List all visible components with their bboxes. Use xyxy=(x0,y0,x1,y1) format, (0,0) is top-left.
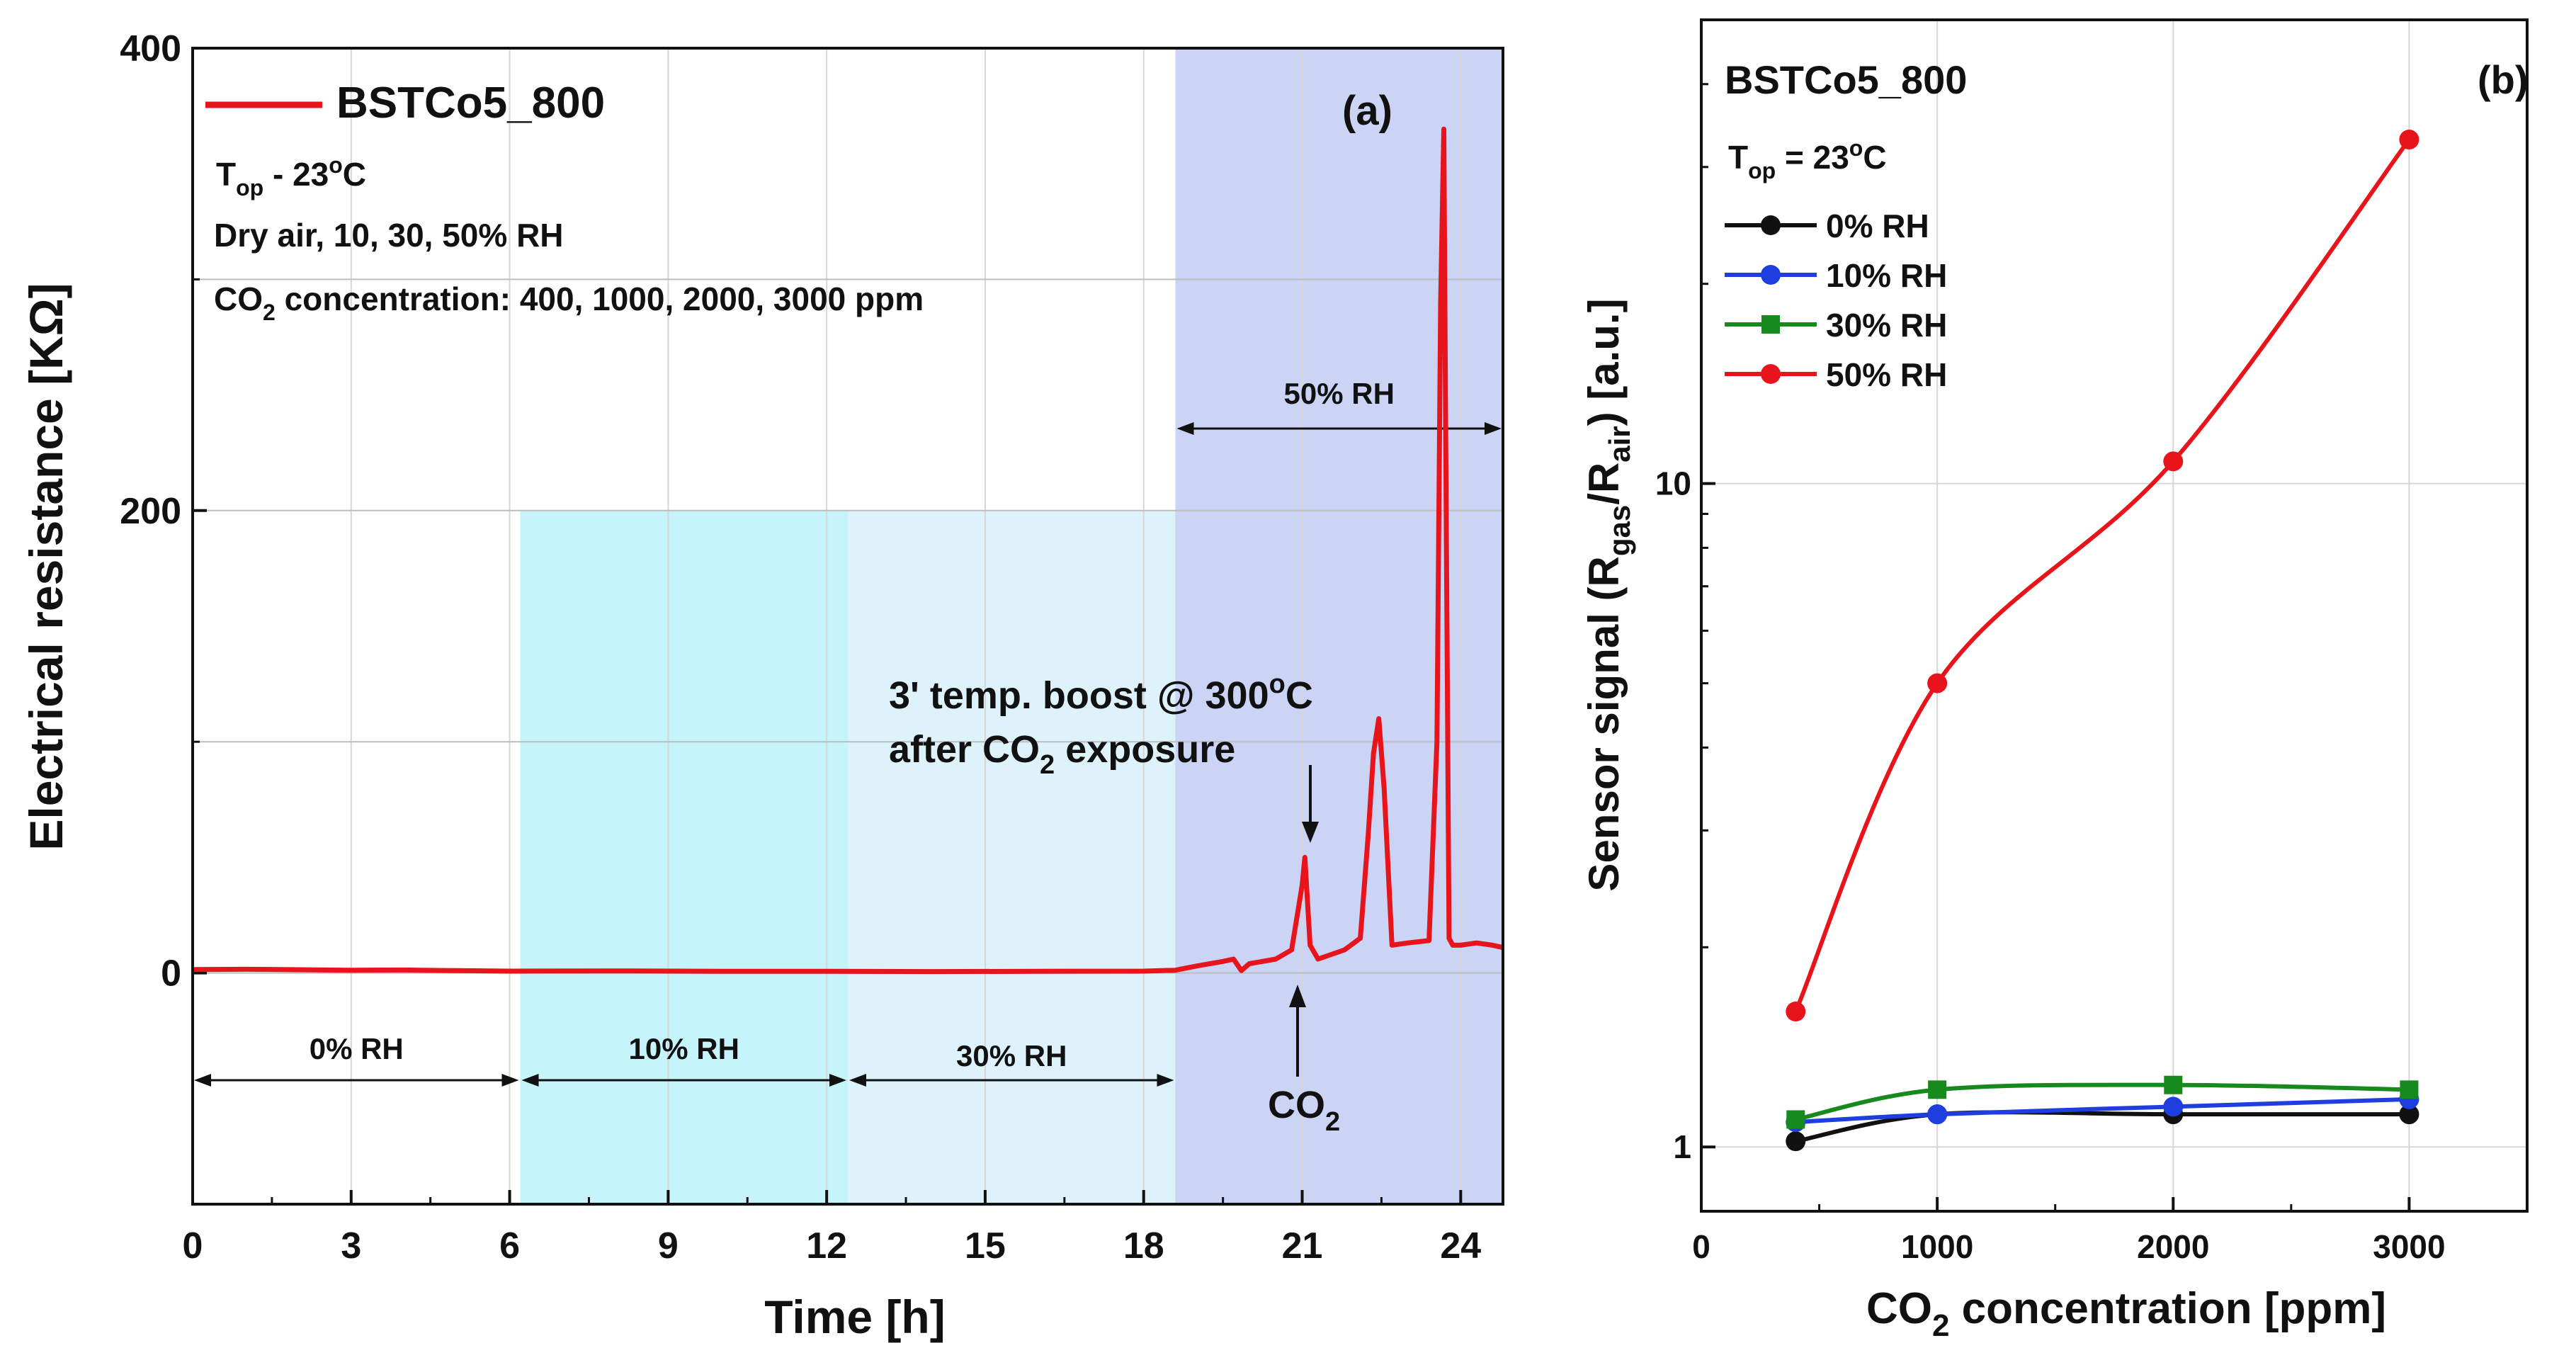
data-point xyxy=(2163,451,2184,472)
data-point xyxy=(1786,1131,1806,1152)
legend-label: 10% RH xyxy=(1826,257,1947,294)
x-tick-label: 18 xyxy=(1123,1225,1164,1266)
legend-label: 50% RH xyxy=(1826,356,1947,393)
panel-b-chart: 0 1000 2000 3000 1 10 BSTCo5_800 (b) Top = 23… xyxy=(1580,18,2529,1343)
legend-label: 0% RH xyxy=(1826,208,1929,244)
panel-a-co2-arrowhead xyxy=(1289,985,1306,1007)
x-tick-label: 21 xyxy=(1282,1225,1323,1266)
band-10rh xyxy=(520,510,848,1204)
panel-b-axis-ticks: 0 1000 2000 3000 1 10 xyxy=(1655,83,2529,1265)
panel-b-plot-frame xyxy=(1700,18,2529,1213)
panel-a-legend-label: BSTCo5_800 xyxy=(336,79,605,128)
panel-a-chart: 0 3 6 9 12 15 18 21 24 0 200 400 0% RH 10% RH 30% RH 5… xyxy=(20,28,1504,1343)
band-label: 10% RH xyxy=(629,1032,739,1065)
data-point xyxy=(1786,1002,1806,1022)
panel-a-x-axis-title: Time [h] xyxy=(764,1291,945,1343)
band-label: 50% RH xyxy=(1284,377,1395,410)
x-tick-label: 24 xyxy=(1440,1225,1481,1266)
y-tick-label: 10 xyxy=(1655,465,1691,502)
y-tick-label: 400 xyxy=(120,28,181,69)
band-span-arrowhead-right xyxy=(501,1074,519,1087)
panel-a-boost-annotation-line1: 3' temp. boost @ 300oC xyxy=(889,669,1313,717)
band-span-arrowhead-right xyxy=(829,1074,846,1087)
series-line-30rh xyxy=(1795,1082,2410,1122)
panel-a-y-axis-title: Electrical resistance [KΩ] xyxy=(20,283,72,850)
panel-b-label: (b) xyxy=(2478,57,2529,102)
panel-a-resistance-line xyxy=(192,126,1504,975)
data-point xyxy=(2164,1075,2183,1094)
x-tick-label: 6 xyxy=(499,1225,520,1266)
panel-a-plot-frame xyxy=(191,47,1504,1206)
panel-b-series-lines xyxy=(1793,138,2411,1144)
panel-b-title: BSTCo5_800 xyxy=(1725,57,1967,102)
panel-b-info-temperature: Top = 23oC xyxy=(1728,135,1887,183)
panel-b-x-axis-title: CO2 concentration [ppm] xyxy=(1866,1284,2386,1343)
panel-a-boost-arrowhead xyxy=(1302,822,1319,843)
panel-b-series-markers xyxy=(1786,130,2419,1152)
panel-a-info-gases: Dry air, 10, 30, 50% RH xyxy=(214,217,564,254)
band-30rh xyxy=(848,510,1176,1204)
panel-a-co2-label: CO2 xyxy=(1268,1084,1340,1137)
band-label: 0% RH xyxy=(310,1032,404,1065)
panel-a-humidity-bands xyxy=(193,48,1503,1204)
data-point xyxy=(2400,1080,2419,1099)
legend-swatch-marker xyxy=(1761,315,1780,334)
panel-b-legend: 0% RH 10% RH 30% RH 50% RH xyxy=(1725,208,1947,393)
x-tick-label: 1000 xyxy=(1901,1228,1973,1265)
legend-swatch-marker xyxy=(1761,215,1781,235)
x-tick-label: 3000 xyxy=(2373,1228,2445,1265)
panel-a-band-labels: 0% RH 10% RH 30% RH 50% RH xyxy=(194,377,1502,1087)
band-span-arrowhead-left xyxy=(521,1074,539,1087)
panel-a-axis-ticks: 0 3 6 9 12 15 18 21 24 0 200 400 xyxy=(120,28,1481,1266)
band-span-arrowhead-right xyxy=(1157,1074,1174,1087)
y-tick-label: 200 xyxy=(120,491,181,532)
y-tick-label: 0 xyxy=(161,953,181,994)
legend-label: 30% RH xyxy=(1826,307,1947,344)
legend-swatch-marker xyxy=(1761,364,1781,384)
band-span-arrowhead-left xyxy=(194,1074,211,1087)
band-0rh xyxy=(193,48,521,1204)
x-tick-label: 9 xyxy=(658,1225,679,1266)
band-label: 30% RH xyxy=(956,1039,1067,1072)
x-tick-label: 12 xyxy=(806,1225,847,1266)
data-point xyxy=(1928,1080,1947,1099)
data-point xyxy=(2163,1096,2184,1117)
data-point xyxy=(1927,673,1948,693)
data-point xyxy=(1927,1104,1948,1125)
y-tick-label: 1 xyxy=(1673,1128,1691,1165)
panel-b-y-axis-title: Sensor signal (Rgas/Rair) [a.u.] xyxy=(1580,298,1636,891)
band-50rh xyxy=(1175,48,1503,1204)
panel-a-info-temperature: Top - 23oC xyxy=(216,152,366,200)
x-tick-label: 3 xyxy=(341,1225,361,1266)
band-span-arrowhead-right xyxy=(1485,422,1502,435)
x-tick-label: 0 xyxy=(183,1225,203,1266)
series-line-10rh xyxy=(1795,1096,2410,1125)
series-line-50rh xyxy=(1793,138,2411,1013)
data-point xyxy=(2399,130,2419,150)
panel-a-info-co2-concentration: CO2 concentration: 400, 1000, 2000, 3000… xyxy=(214,280,924,325)
band-span-arrowhead-left xyxy=(1176,422,1194,435)
data-point xyxy=(2399,1104,2419,1125)
x-tick-label: 15 xyxy=(965,1225,1006,1266)
panel-a-label: (a) xyxy=(1342,88,1392,134)
x-tick-label: 2000 xyxy=(2137,1228,2209,1265)
panel-a-grid xyxy=(193,48,1503,1204)
band-span-arrowhead-left xyxy=(849,1074,866,1087)
panel-b-grid xyxy=(1701,20,2527,1211)
series-line-0rh xyxy=(1795,1110,2410,1144)
panel-a-boost-annotation-line2: after CO2 exposure xyxy=(889,728,1235,780)
data-point xyxy=(1786,1110,1805,1129)
legend-swatch-marker xyxy=(1761,265,1781,285)
x-tick-label: 0 xyxy=(1692,1228,1710,1265)
